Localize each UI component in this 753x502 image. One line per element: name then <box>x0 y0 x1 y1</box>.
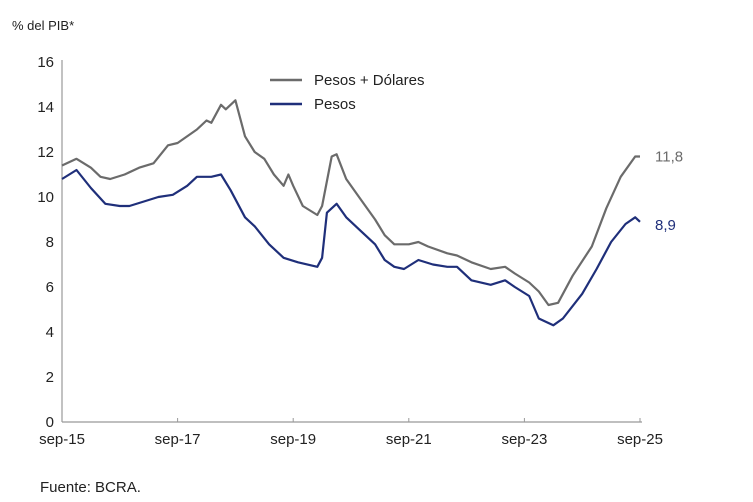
series-line-pesos-dolares <box>61 99 640 307</box>
legend-label: Pesos <box>314 96 356 113</box>
y-tick-label: 6 <box>46 279 54 296</box>
legend-label: Pesos + Dólares <box>314 72 424 89</box>
legend: Pesos + Dólares Pesos <box>270 72 424 113</box>
axes: 0 2 4 6 8 10 12 14 16 sep-15 sep-17 sep-19 sep-21 sep… <box>37 54 663 448</box>
x-tick-label: sep-23 <box>501 431 547 448</box>
y-tick-label: 2 <box>46 369 54 386</box>
y-axis-label: % del PIB* <box>12 18 74 33</box>
x-tick-label: sep-15 <box>39 431 85 448</box>
y-tick-label: 4 <box>46 324 54 341</box>
end-value-label: 11,8 <box>655 149 683 166</box>
source-note: Fuente: BCRA. <box>40 479 141 496</box>
y-tick-label: 8 <box>46 234 54 251</box>
y-tick-label: 10 <box>37 189 54 206</box>
y-tick-label: 14 <box>37 99 54 116</box>
x-tick-label: sep-17 <box>155 431 201 448</box>
end-value-label: 8,9 <box>655 217 676 234</box>
series-group: 11,8 8,9 <box>61 99 683 327</box>
x-tick-label: sep-19 <box>270 431 316 448</box>
x-tick-label: sep-25 <box>617 431 663 448</box>
y-tick-label: 0 <box>46 414 54 431</box>
x-tick-label: sep-21 <box>386 431 432 448</box>
series-line-pesos <box>61 168 641 327</box>
y-tick-label: 16 <box>37 54 54 71</box>
y-tick-label: 12 <box>37 144 54 161</box>
